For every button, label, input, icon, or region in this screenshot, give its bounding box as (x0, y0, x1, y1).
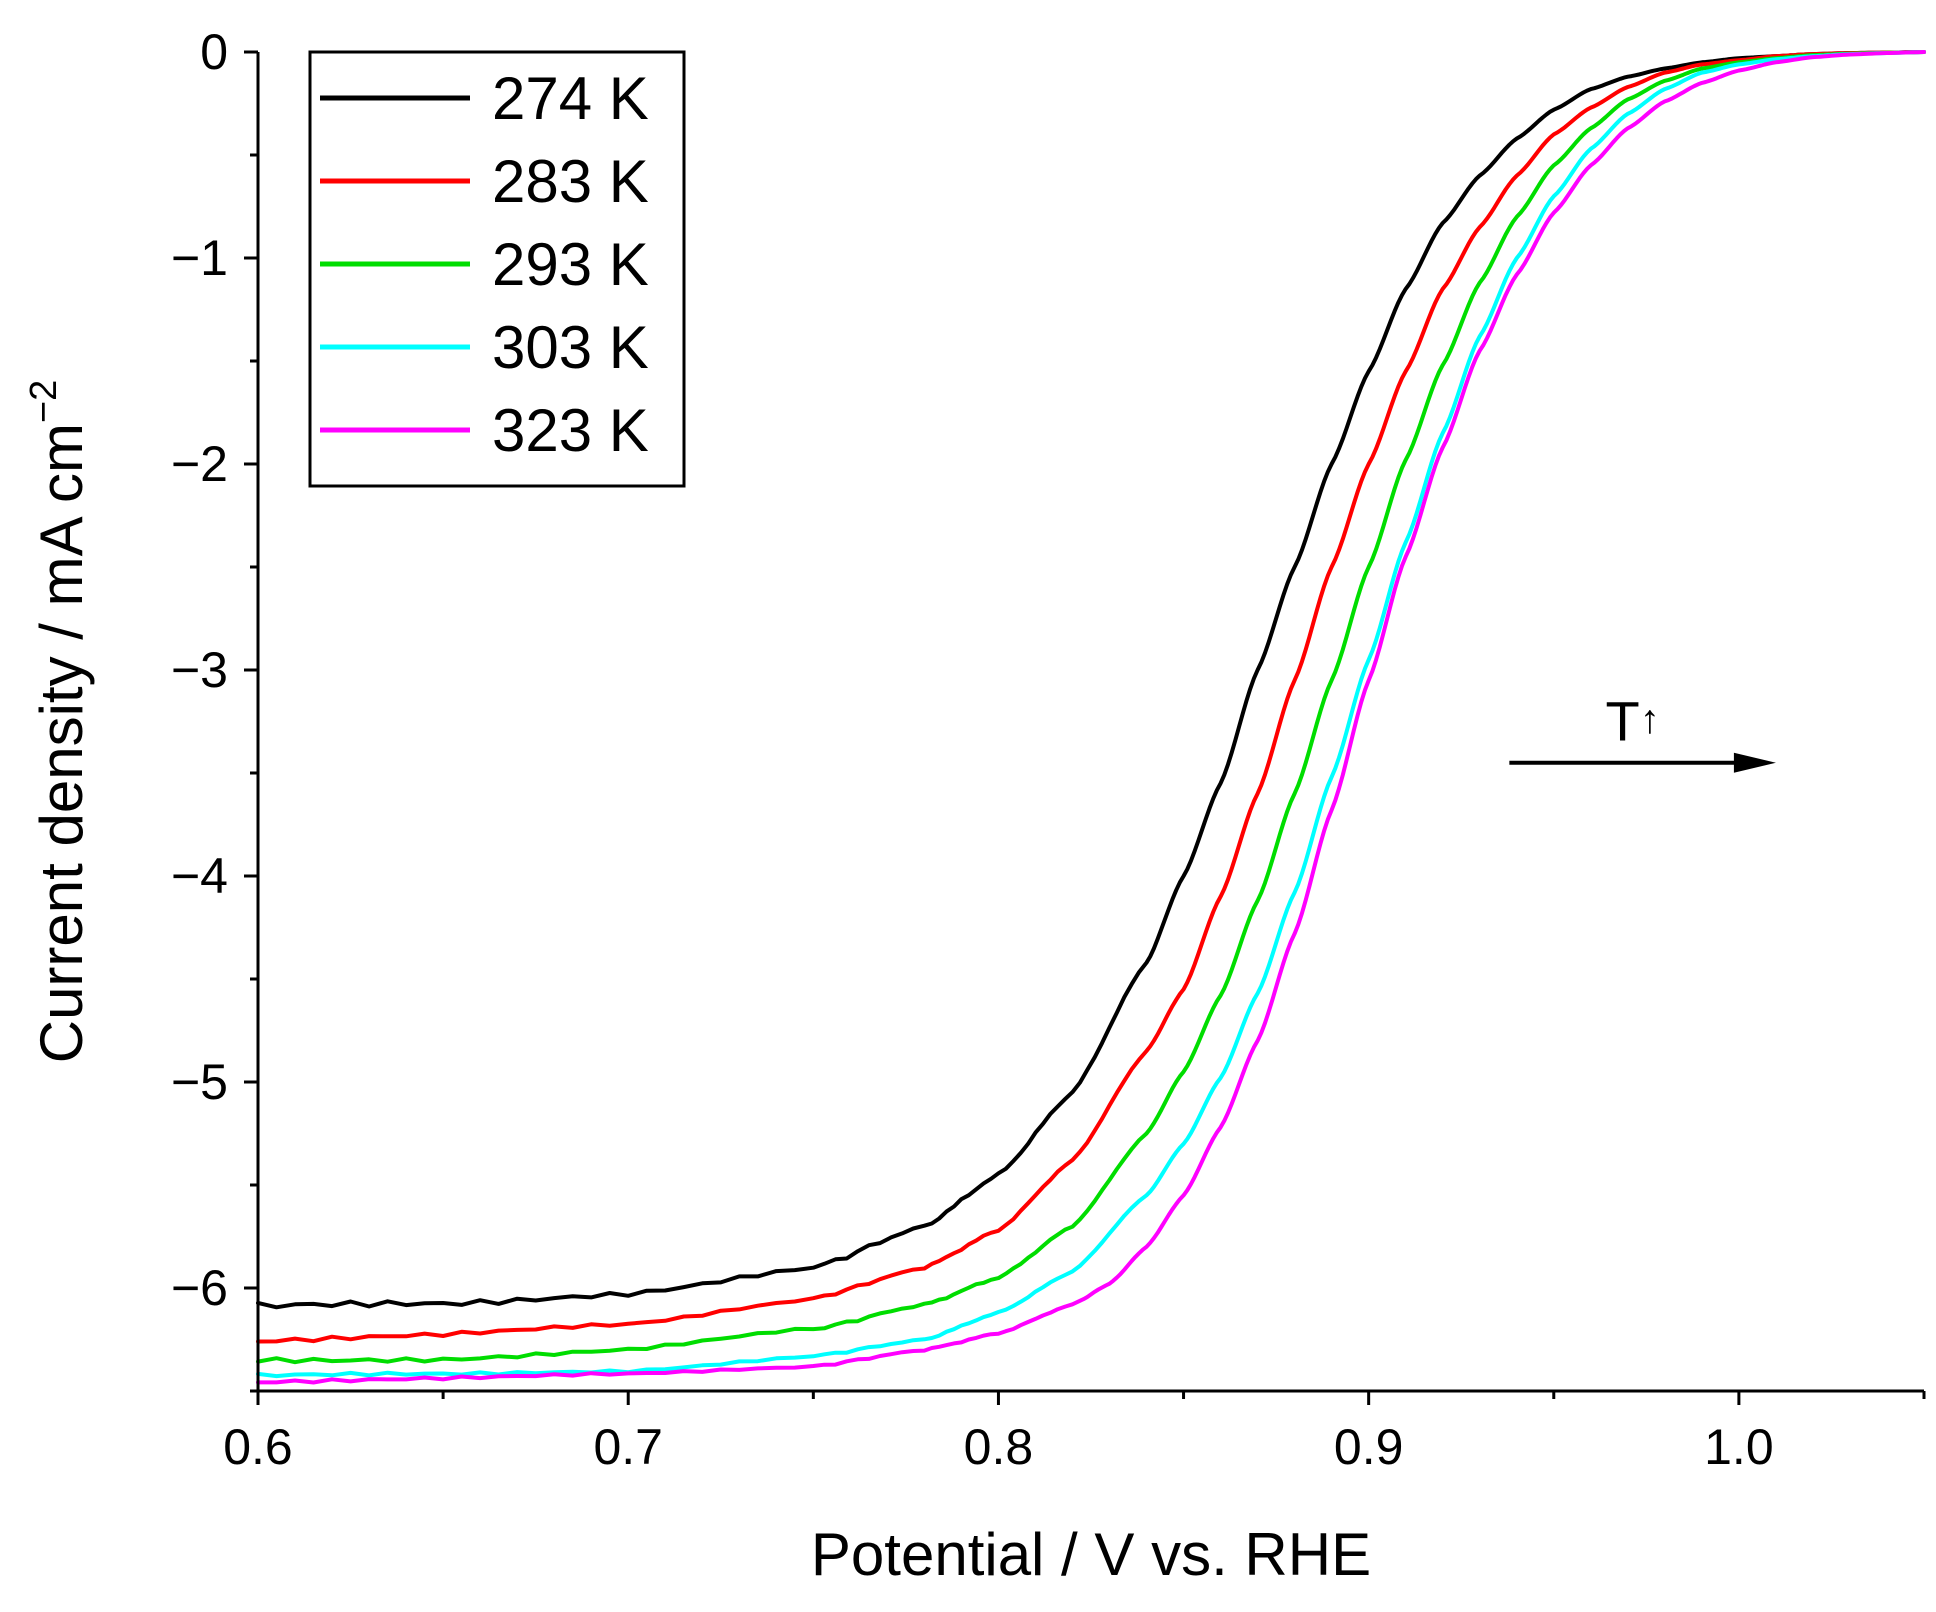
series-line-303-k (256, 50, 1926, 1379)
annotation-up-arrow: ↑ (1640, 698, 1660, 742)
x-ticks: 0.6 0.7 0.8 0.9 1.0 (223, 1391, 1926, 1475)
y-tick-label: 0 (200, 24, 228, 80)
x-tick-label: 0.9 (1334, 1419, 1404, 1475)
y-tick-label: −1 (171, 230, 228, 286)
annotation-text: T↑ (1606, 690, 1660, 753)
annotation-text-main: T (1606, 690, 1640, 753)
y-axis-title-main: Current density / mA cm (28, 423, 95, 1063)
legend-label-283-k: 283 K (492, 148, 649, 215)
annotation-arrow-head (1733, 752, 1776, 773)
axes-layer (256, 52, 1924, 1393)
legend-box (308, 50, 686, 488)
y-tick-label: −3 (171, 642, 228, 698)
x-tick-label: 1.0 (1704, 1419, 1774, 1475)
x-axis-title: Potential / V vs. RHE (811, 1521, 1371, 1588)
y-tick-label: −5 (171, 1054, 228, 1110)
y-tick-label: −4 (171, 848, 228, 904)
y-tick-label: −2 (171, 436, 228, 492)
temperature-annotation: T↑ (1509, 690, 1776, 773)
y-axis-title-superscript: −2 (23, 380, 65, 423)
x-tick-label: 0.7 (593, 1419, 663, 1475)
legend: 274 K 283 K 293 K 303 K 323 K (308, 50, 686, 488)
y-tick-label: −6 (171, 1260, 228, 1316)
x-tick-label: 0.6 (223, 1419, 293, 1475)
y-ticks: 0 −1 −2 −3 −4 −5 −6 (171, 24, 258, 1393)
x-tick-label: 0.8 (964, 1419, 1034, 1475)
series-line-323-k (256, 50, 1926, 1385)
legend-label-323-k: 323 K (492, 397, 649, 464)
legend-label-303-k: 303 K (492, 314, 649, 381)
series-line-283-k (256, 50, 1926, 1344)
legend-label-293-k: 293 K (492, 231, 649, 298)
series-layer (256, 50, 1926, 1385)
y-axis-title: Current density / mA cm−2 (23, 380, 95, 1064)
legend-label-274-k: 274 K (492, 65, 649, 132)
